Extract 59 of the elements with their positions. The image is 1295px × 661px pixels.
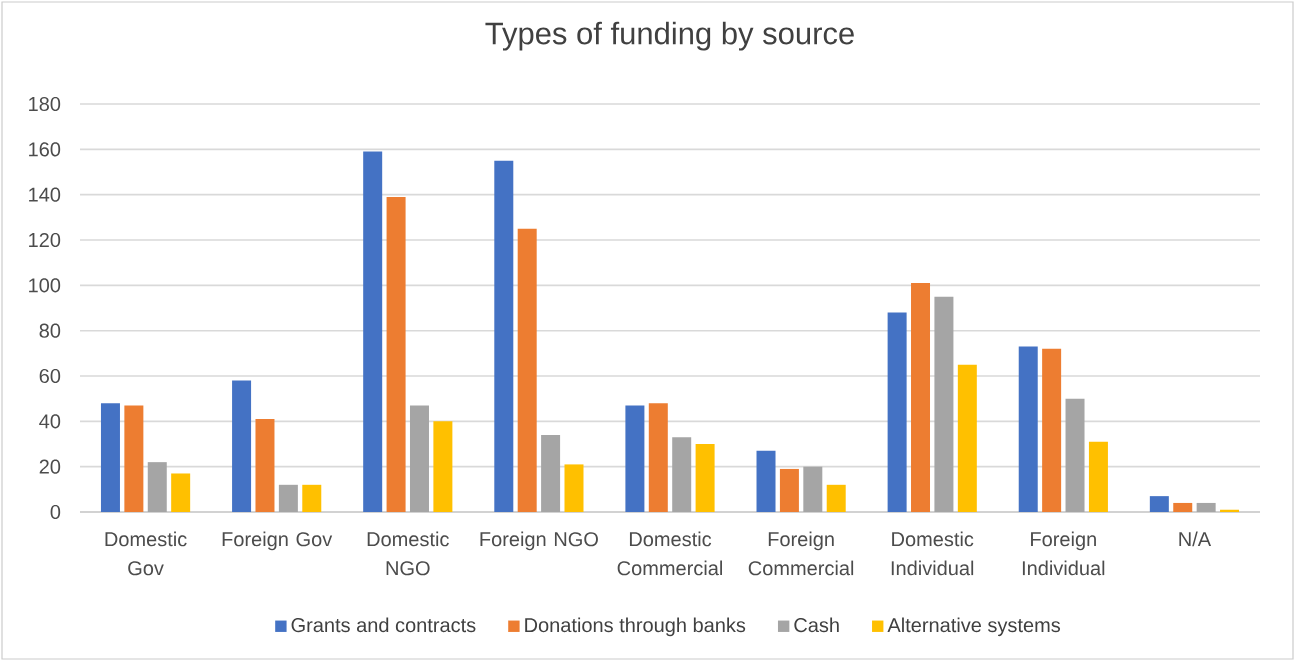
bar [100,403,120,513]
bar [803,466,823,513]
y-tick-label: 100 [29,278,61,293]
bar [171,473,191,513]
legend-label: Grants and contracts [291,617,476,633]
bar [302,484,322,513]
bar [147,462,167,513]
bar [934,296,954,513]
bar [363,151,383,513]
bar [625,405,645,513]
bar [695,444,715,513]
bar [255,419,275,513]
bar [1018,346,1038,513]
y-tick-label: 80 [39,323,61,338]
bar [1065,398,1085,513]
y-tick-label: 60 [39,368,61,384]
bar [826,484,846,513]
bar [409,405,429,513]
bar [779,468,799,513]
bar [278,484,298,513]
legend-label: Cash [794,617,839,633]
bar [1196,502,1216,513]
bar [1173,502,1193,513]
legend-label: Donations through banks [525,617,746,637]
x-tick-label: Domestic NGO [367,531,449,576]
bar [911,283,931,513]
legend-label: Alternative systems [887,617,1061,637]
bar [124,405,144,513]
x-tick-label: Foreign Gov [222,531,333,551]
bar [494,160,514,513]
bar [756,450,776,513]
bar [957,364,977,513]
bar [1149,496,1169,513]
bar [1042,348,1062,513]
bar [1088,441,1108,513]
bar [517,228,537,513]
y-tick-label: 0 [50,504,61,520]
bar [887,312,907,513]
x-tick-label: Foreign Commercial [748,531,854,576]
x-tick-label: Domestic Individual [891,531,974,576]
y-tick-label: 140 [29,187,61,202]
x-tick-label: N/A [1179,531,1212,547]
bar [232,380,252,513]
bar [648,403,668,513]
bar [386,196,406,513]
bar [672,437,692,513]
x-tick-label: Domestic Commercial [617,531,722,576]
x-tick-label: Foreign NGO [480,531,598,551]
bar [541,434,561,513]
x-tick-label: Domestic Gov [105,531,187,576]
y-tick-label: 180 [29,96,61,112]
y-tick-label: 120 [29,232,61,248]
chart-title: Types of funding by source [485,21,854,51]
y-tick-label: 40 [39,414,61,429]
x-tick-label: Foreign Individual [1022,531,1105,576]
y-tick-label: 20 [39,459,61,474]
bar [433,421,453,513]
bar [564,464,584,513]
y-tick-label: 160 [29,142,61,157]
